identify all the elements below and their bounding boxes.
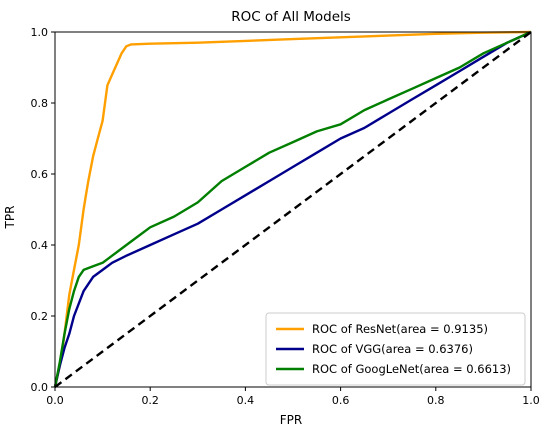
chart-title: ROC of All Models	[231, 9, 351, 25]
x-tick-label: 0.0	[46, 394, 64, 407]
y-tick-label: 1.0	[31, 26, 49, 39]
legend-label: ROC of ResNet(area = 0.9135)	[312, 322, 488, 336]
plot-area	[53, 30, 532, 388]
legend-box	[265, 312, 526, 386]
y-tick-label: 0.6	[31, 168, 49, 181]
series-line-2	[53, 30, 532, 388]
plot-frame	[54, 31, 532, 388]
y-tick-label: 0.4	[31, 239, 49, 252]
y-tick-label: 0.0	[31, 381, 49, 394]
x-tick-label: 0.2	[141, 394, 159, 407]
series-line-3	[54, 31, 532, 388]
series-line-1	[53, 30, 532, 388]
x-axis-label: FPR	[280, 413, 302, 427]
y-tick-label: 0.2	[31, 310, 49, 323]
x-tick-label: 0.6	[332, 394, 350, 407]
y-axis: 0.0 0.2 0.4 0.6 0.8 1.0	[31, 26, 55, 394]
x-axis: 0.0 0.2 0.4 0.6 0.8 1.0	[46, 387, 540, 407]
x-tick-label: 0.8	[427, 394, 445, 407]
legend: ROC of ResNet(area = 0.9135) ROC of VGG(a…	[265, 312, 526, 386]
x-tick-label: 0.4	[237, 394, 255, 407]
y-tick-label: 0.8	[31, 97, 49, 110]
y-axis-label: TPR	[3, 206, 17, 230]
legend-label: ROC of GoogLeNet(area = 0.6613)	[312, 362, 511, 376]
x-tick-label: 1.0	[522, 394, 540, 407]
legend-label: ROC of VGG(area = 0.6376)	[312, 342, 473, 356]
series-line-0	[53, 30, 532, 388]
